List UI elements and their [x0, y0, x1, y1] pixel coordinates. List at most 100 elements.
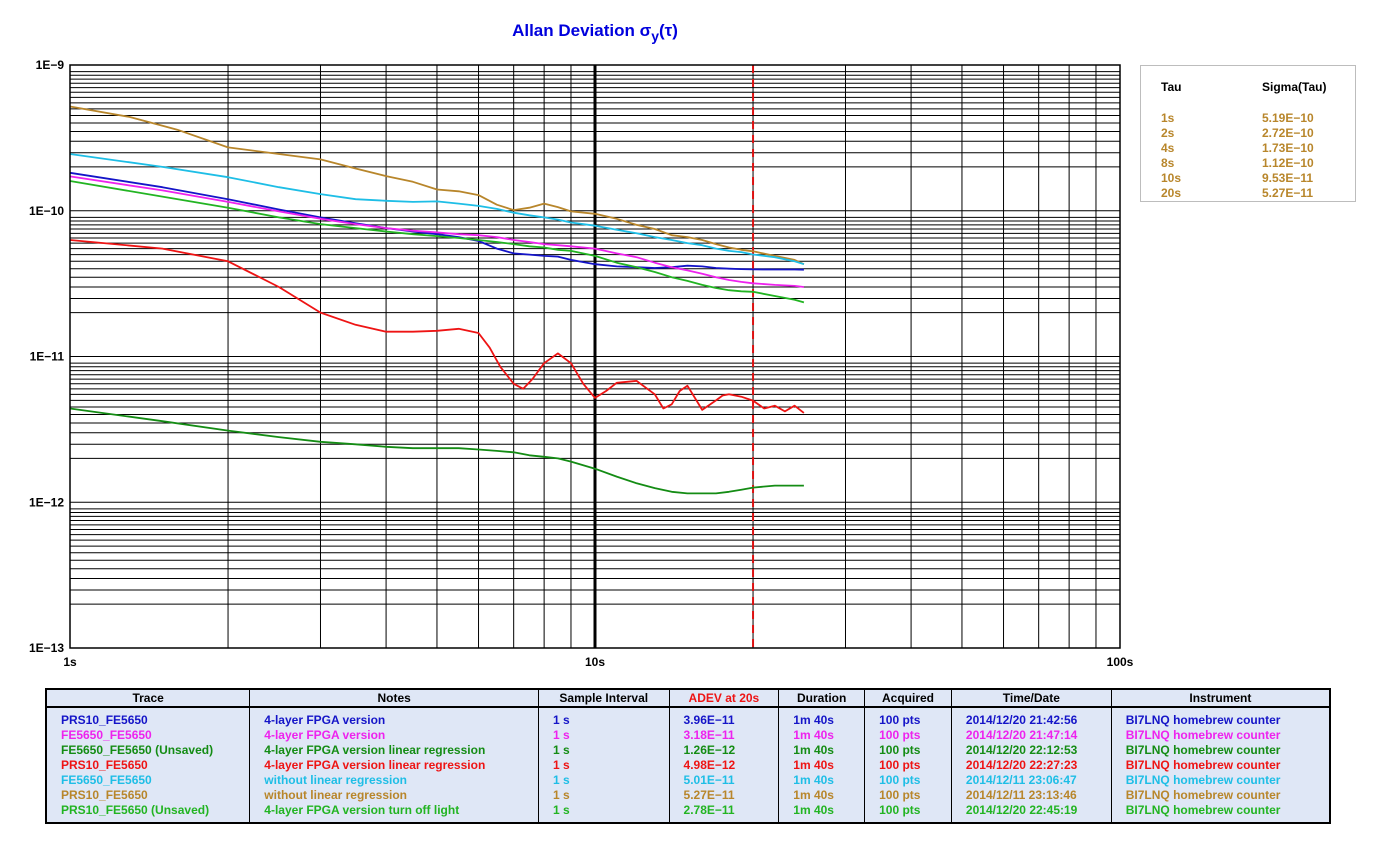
table-cell: 100 pts: [864, 727, 952, 742]
column-header: Time/Date: [950, 688, 1112, 708]
table-cell: BI7LNQ homebrew counter: [1110, 727, 1330, 742]
table-cell: BI7LNQ homebrew counter: [1110, 772, 1330, 787]
table-cell: 4-layer FPGA version turn off light: [249, 802, 539, 823]
tau-column: 1s 2s 4s 8s 10s 20s: [1161, 111, 1181, 201]
table-cell: 2.78E−11: [668, 802, 779, 823]
table-cell: 1 s: [538, 787, 670, 802]
trace-table: Trace Notes Sample Interval ADEV at 20s Dura…: [45, 688, 1331, 824]
chart-title: Allan Deviation σy(τ): [512, 21, 678, 44]
series-line-2: [69, 153, 805, 266]
table-cell: 4-layer FPGA version linear regression: [249, 742, 539, 757]
y-tick-label: 1E−13: [29, 641, 64, 655]
tau-value: 8s: [1161, 156, 1175, 170]
column-header: ADEV at 20s: [668, 688, 780, 708]
table-cell: PRS10_FE5650: [45, 757, 250, 772]
x-tick-label: 10s: [585, 655, 605, 669]
table-cell: 1m 40s: [778, 727, 865, 742]
table-cell: 1.26E−12: [668, 742, 779, 757]
sigma-column: 5.19E−10 2.72E−10 1.73E−10 1.12E−10 9.53E−11…: [1262, 111, 1314, 201]
table-cell: BI7LNQ homebrew counter: [1110, 757, 1330, 772]
sigma-value: 2.72E−10: [1262, 126, 1314, 140]
table-cell: BI7LNQ homebrew counter: [1110, 707, 1330, 727]
allan-deviation-chart: Allan Deviation σy(τ) 1E−9 1E−10 1E−11 1E−1…: [29, 21, 1134, 669]
x-tick-label: 1s: [63, 655, 77, 669]
series-line-6: [69, 239, 805, 414]
table-cell: 1m 40s: [778, 802, 865, 823]
table-cell: 1 s: [538, 727, 670, 742]
table-cell: 100 pts: [864, 787, 952, 802]
table-cell: 2014/12/20 22:12:53: [950, 742, 1112, 757]
table-row[interactable]: FE5650_FE5650 without linear regression 1 …: [45, 772, 1330, 787]
column-header: Duration: [778, 688, 866, 708]
column-header: Instrument: [1110, 688, 1331, 708]
table-cell: without linear regression: [249, 787, 539, 802]
table-cell: 1m 40s: [778, 787, 865, 802]
table-cell: BI7LNQ homebrew counter: [1110, 787, 1330, 802]
table-cell: 100 pts: [864, 757, 952, 772]
column-header: Acquired: [864, 688, 952, 708]
table-row[interactable]: PRS10_FE5650 without linear regression 1 s…: [45, 787, 1330, 802]
tau-value: 1s: [1161, 111, 1175, 125]
table-cell: 3.18E−11: [668, 727, 779, 742]
table-row[interactable]: PRS10_FE5650 4-layer FPGA version 1 s 3.96E…: [45, 707, 1330, 727]
tau-sigma-table: Tau Sigma(Tau) 1s 2s 4s 8s 10s 20s 5.19E−10 2.…: [1140, 65, 1356, 202]
plot-grid: [70, 65, 1120, 648]
table-cell: 1m 40s: [778, 757, 865, 772]
column-header: Sample Interval: [538, 688, 670, 708]
table-cell: 1 s: [538, 707, 670, 727]
table-cell: 1m 40s: [778, 772, 865, 787]
sigma-value: 1.73E−10: [1262, 141, 1314, 155]
table-cell: 5.01E−11: [668, 772, 779, 787]
table-cell: without linear regression: [249, 772, 539, 787]
sigma-header: Sigma(Tau): [1262, 80, 1327, 94]
series-line-4: [69, 175, 805, 288]
table-cell: 4.98E−12: [668, 757, 779, 772]
table-cell: PRS10_FE5650: [45, 707, 250, 727]
table-cell: FE5650_FE5650 (Unsaved): [45, 742, 250, 757]
table-cell: 100 pts: [864, 742, 952, 757]
table-cell: BI7LNQ homebrew counter: [1110, 802, 1330, 823]
table-row[interactable]: PRS10_FE5650 4-layer FPGA version linear …: [45, 757, 1330, 772]
table-row[interactable]: FE5650_FE5650 4-layer FPGA version 1 s 3.18…: [45, 727, 1330, 742]
table-cell: 2014/12/20 21:47:14: [950, 727, 1112, 742]
sigma-value: 5.27E−11: [1262, 186, 1314, 200]
series-line-5: [69, 180, 805, 304]
table-cell: 1m 40s: [778, 707, 865, 727]
y-tick-label: 1E−10: [29, 204, 64, 218]
table-row[interactable]: FE5650_FE5650 (Unsaved) 4-layer FPGA vers…: [45, 742, 1330, 757]
table-cell: 4-layer FPGA version: [249, 727, 539, 742]
y-tick-label: 1E−11: [30, 350, 65, 364]
table-cell: 5.27E−11: [668, 787, 779, 802]
x-tick-label: 100s: [1107, 655, 1134, 669]
table-cell: BI7LNQ homebrew counter: [1110, 742, 1330, 757]
table-cell: 2014/12/20 22:45:19: [950, 802, 1112, 823]
y-tick-label: 1E−9: [36, 58, 65, 72]
table-cell: 2014/12/20 22:27:23: [950, 757, 1112, 772]
table-cell: FE5650_FE5650: [45, 727, 250, 742]
tau-header: Tau: [1161, 80, 1182, 94]
table-row[interactable]: PRS10_FE5650 (Unsaved) 4-layer FPGA versi…: [45, 802, 1330, 823]
sigma-value: 1.12E−10: [1262, 156, 1314, 170]
tau-value: 2s: [1161, 126, 1175, 140]
column-header: Notes: [249, 688, 539, 708]
table-cell: 4-layer FPGA version linear regression: [249, 757, 539, 772]
sigma-value: 9.53E−11: [1262, 171, 1314, 185]
table-cell: 1 s: [538, 742, 670, 757]
series-line-7: [69, 407, 804, 495]
table-cell: 1 s: [538, 772, 670, 787]
column-header: Trace: [45, 688, 251, 708]
plot-frame: [69, 64, 1121, 649]
table-cell: 1m 40s: [778, 742, 865, 757]
series-line-1: [69, 105, 805, 266]
table-cell: 4-layer FPGA version: [249, 707, 539, 727]
table-cell: FE5650_FE5650: [45, 772, 250, 787]
table-cell: 3.96E−11: [668, 707, 779, 727]
table-cell: 2014/12/20 21:42:56: [950, 707, 1112, 727]
table-cell: 1 s: [538, 802, 670, 823]
tau-value: 10s: [1161, 171, 1182, 185]
table-cell: 100 pts: [864, 802, 952, 823]
tau-value: 4s: [1161, 141, 1175, 155]
trace-table-header: Trace Notes Sample Interval ADEV at 20s Dura…: [45, 688, 1331, 708]
table-cell: 100 pts: [864, 772, 952, 787]
plot-series: [69, 105, 805, 495]
